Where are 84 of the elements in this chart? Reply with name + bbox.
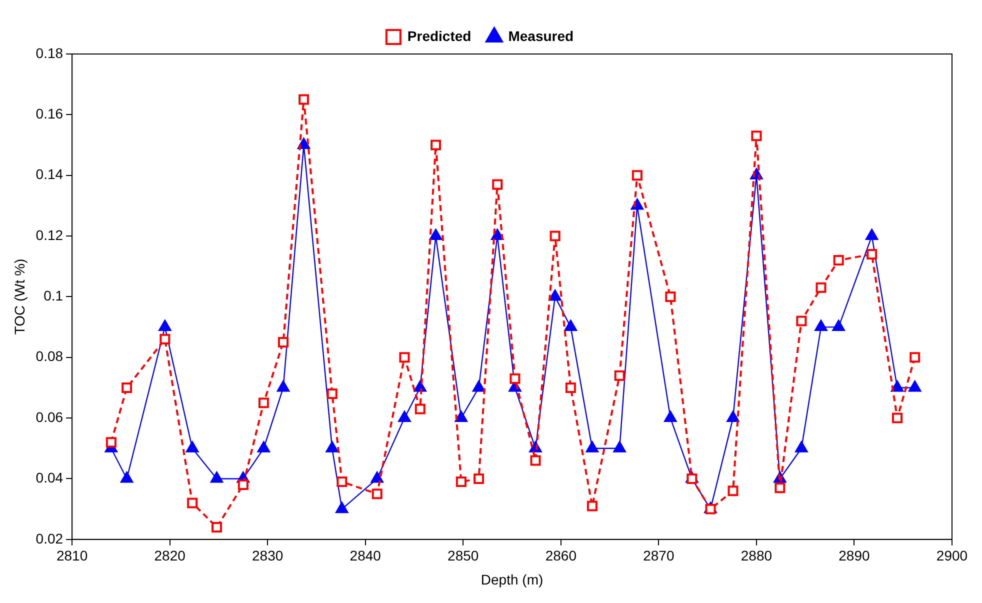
y-tick-label: 0.08 <box>36 348 64 364</box>
point <box>398 410 412 422</box>
point <box>370 471 384 483</box>
point <box>586 500 598 512</box>
point <box>278 336 288 348</box>
point <box>186 440 199 452</box>
point <box>816 282 826 293</box>
x-tick-label: 2900 <box>936 548 968 564</box>
point <box>774 482 786 494</box>
point <box>613 440 626 452</box>
x-tick-label: 2850 <box>448 548 479 564</box>
point <box>530 455 541 466</box>
point <box>794 440 808 452</box>
point <box>751 130 762 142</box>
point <box>910 352 920 363</box>
point <box>550 230 560 242</box>
point <box>472 380 486 392</box>
point <box>210 471 224 483</box>
legend-label: Predicted <box>407 28 472 44</box>
point <box>120 471 134 483</box>
point <box>122 382 132 393</box>
y-tick-label: 0.02 <box>36 530 64 546</box>
point <box>614 370 625 381</box>
x-tick-label: 2870 <box>643 548 674 564</box>
point <box>492 179 503 190</box>
x-tick-label: 2820 <box>154 548 186 564</box>
x-tick-label: 2880 <box>740 548 772 564</box>
point <box>664 410 677 422</box>
point <box>865 228 878 240</box>
point <box>335 502 348 514</box>
point <box>372 488 382 500</box>
point <box>212 522 222 533</box>
point <box>510 373 520 384</box>
x-tick-label: 2860 <box>545 548 577 564</box>
point <box>548 289 562 301</box>
point <box>414 404 426 414</box>
point <box>258 398 269 408</box>
point <box>158 320 172 332</box>
point <box>586 440 599 452</box>
point <box>833 255 844 266</box>
point <box>187 498 198 508</box>
point <box>565 382 576 393</box>
point <box>238 480 248 490</box>
point <box>686 473 698 484</box>
point <box>326 388 338 400</box>
point <box>430 140 442 150</box>
point <box>429 228 442 240</box>
point <box>326 440 339 452</box>
point <box>665 291 676 302</box>
point <box>796 316 807 326</box>
legend-label: Measured <box>508 28 574 44</box>
point <box>866 248 878 260</box>
y-tick-label: 0.1 <box>44 288 64 304</box>
y-tick-label: 0.18 <box>36 44 64 61</box>
point <box>814 320 828 332</box>
y-tick-label: 0.16 <box>36 106 64 122</box>
y-axis-title: TOC (Wt %) <box>11 258 28 335</box>
point <box>160 334 170 344</box>
point <box>106 437 116 448</box>
x-tick-label: 2840 <box>350 548 382 564</box>
point <box>336 476 348 487</box>
point <box>474 473 484 484</box>
y-tick-label: 0.14 <box>36 166 64 182</box>
x-tick-label: 2810 <box>56 548 88 564</box>
point <box>454 410 468 422</box>
y-tick-label: 0.04 <box>36 470 64 486</box>
point <box>832 320 846 332</box>
point <box>908 380 922 392</box>
point <box>564 320 578 332</box>
y-tick-label: 0.12 <box>36 226 64 243</box>
x-axis-title: Depth (m) <box>480 571 544 588</box>
point <box>257 440 270 452</box>
point <box>892 412 902 424</box>
point <box>456 476 466 487</box>
point <box>399 352 410 363</box>
point <box>298 94 310 105</box>
x-tick-label: 2830 <box>252 548 284 564</box>
point <box>728 486 738 496</box>
point <box>632 170 642 181</box>
x-tick-label: 2890 <box>838 548 870 564</box>
point <box>726 410 740 422</box>
y-tick-label: 0.06 <box>36 408 64 425</box>
point <box>705 504 716 514</box>
point <box>276 380 290 392</box>
